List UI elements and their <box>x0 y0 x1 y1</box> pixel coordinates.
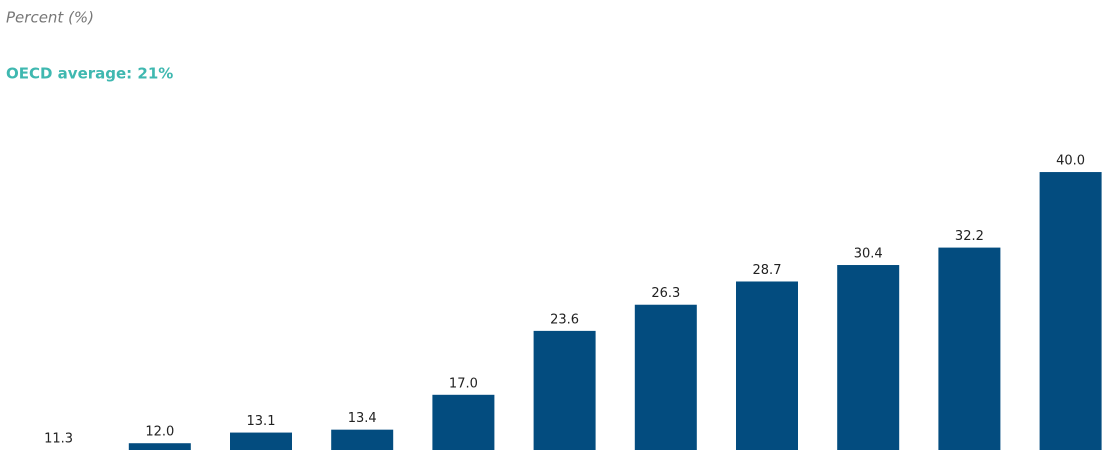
bar <box>1039 172 1102 450</box>
bar <box>634 304 697 450</box>
chart-title: Percent (%) <box>6 9 94 27</box>
bar <box>938 247 1001 450</box>
value-label: 23.6 <box>550 312 579 327</box>
value-label: 12.0 <box>145 425 174 440</box>
value-label: 26.3 <box>651 286 680 301</box>
bar <box>230 432 292 450</box>
bar <box>432 394 495 450</box>
bar <box>533 330 596 450</box>
value-label: 40.0 <box>1056 154 1085 169</box>
value-label: 11.3 <box>44 432 73 447</box>
value-label: 28.7 <box>753 263 782 278</box>
value-label: 32.2 <box>955 229 984 244</box>
bar <box>331 429 394 450</box>
value-label: 13.4 <box>348 411 377 426</box>
value-label: 17.0 <box>449 376 478 391</box>
chart-subtitle: OECD average: 21% <box>6 65 173 83</box>
value-label: 13.1 <box>247 414 276 429</box>
bar <box>128 443 191 450</box>
bar <box>736 281 798 450</box>
value-label: 30.4 <box>854 247 883 262</box>
bar <box>837 265 900 450</box>
